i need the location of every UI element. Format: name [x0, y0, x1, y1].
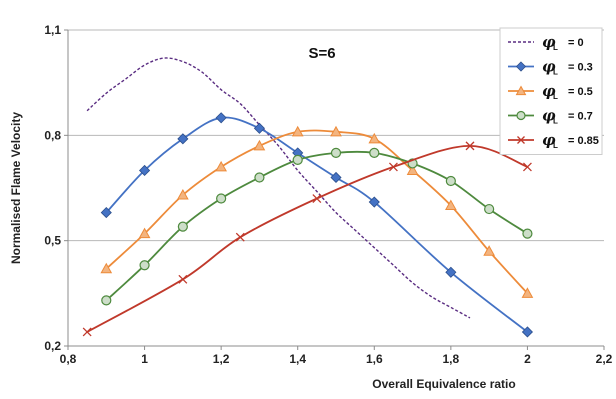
data-point [369, 147, 380, 158]
data-point [253, 139, 266, 151]
x-tick-label: 1,4 [289, 352, 306, 366]
legend-swatch-marker [517, 136, 525, 144]
x-marker-stroke [522, 162, 532, 172]
x-tick-label: 1,8 [443, 352, 460, 366]
legend-label-symbol: φ [542, 33, 556, 51]
legend-item: φL = 0 [508, 33, 584, 52]
data-point [406, 164, 419, 175]
legend-item: φL = 0.85 [508, 131, 599, 150]
x-marker-stroke [465, 141, 475, 151]
legend-label-value: = 0.7 [568, 111, 593, 123]
x-marker-stroke [517, 136, 525, 144]
data-point [253, 122, 265, 134]
legend-label-subscript: L [553, 117, 558, 126]
data-point [215, 112, 227, 124]
legend-label-subscript: L [553, 68, 558, 77]
data-point [521, 326, 533, 338]
data-point [215, 160, 227, 172]
data-point [484, 203, 495, 215]
annotation-label: S=6 [308, 45, 335, 62]
data-point [483, 245, 495, 256]
legend-label-value: = 0.5 [568, 86, 593, 98]
data-point [465, 141, 475, 151]
x-marker-stroke [312, 194, 322, 203]
data-point [139, 164, 151, 177]
legend-label-subscript: L [553, 141, 558, 150]
legend-swatch-marker [516, 110, 526, 121]
y-tick-label: 0,2 [44, 339, 61, 353]
data-point [445, 199, 457, 211]
data-point [82, 327, 92, 337]
data-point [445, 175, 456, 187]
data-point [177, 133, 189, 145]
legend-label-symbol: φ [542, 58, 556, 76]
data-point [216, 193, 227, 204]
series [82, 57, 534, 338]
x-tick-label: 1,6 [366, 352, 383, 366]
x-marker-stroke [82, 327, 92, 337]
x-marker-stroke [178, 274, 188, 284]
axes: 0,8 1 1,2 1,4 1,6 1,8 2 2,2 0,2 0,5 0,8 1,1 Overall … [9, 23, 613, 391]
x-tick-label: 1,2 [213, 352, 230, 366]
data-point [177, 221, 188, 232]
x-tick-label: 1 [141, 352, 148, 366]
legend-item: φL = 0.3 [508, 58, 593, 77]
data-point [522, 162, 532, 172]
x-axis-title: Overall Equivalence ratio [372, 377, 515, 391]
series-3 [101, 147, 533, 306]
data-point [292, 154, 303, 166]
legend-label-subscript: L [553, 43, 558, 52]
data-point [445, 266, 457, 278]
data-point [177, 188, 189, 200]
x-tick-label: 2 [524, 352, 531, 366]
legend-label-value: = 0.85 [568, 135, 599, 147]
legend-swatch-marker [515, 85, 527, 96]
legend: φL = 0φL = 0.3φL = 0.5φL = 0.7φL = 0.85 [499, 27, 603, 155]
series-0 [86, 57, 471, 319]
series-4 [82, 141, 532, 337]
data-point [291, 125, 304, 137]
legend-label-symbol: φ [542, 131, 556, 149]
data-point [100, 262, 113, 274]
legend-label-symbol: φ [542, 82, 556, 100]
legend-label-symbol: φ [542, 107, 556, 125]
data-point [330, 125, 342, 137]
series-1 [100, 112, 533, 338]
data-point [254, 172, 265, 183]
data-point [138, 227, 151, 239]
data-point [330, 147, 342, 158]
data-point [521, 287, 534, 298]
legend-swatch-marker [515, 61, 527, 72]
legend-item: φL = 0.7 [508, 107, 593, 126]
data-point [522, 228, 533, 239]
x-marker-stroke [235, 232, 245, 242]
data-point [139, 260, 150, 271]
legend-item: φL = 0.5 [508, 82, 593, 101]
legend-label-value: = 0 [568, 37, 584, 49]
data-point [235, 232, 245, 242]
data-point [101, 295, 112, 306]
legend-label-value: = 0.3 [568, 62, 593, 74]
series-line-4 [86, 144, 528, 333]
data-point [100, 207, 112, 219]
y-axis-title: Normalised Flame Velocity [9, 112, 23, 264]
data-point [330, 171, 342, 184]
legend-label-subscript: L [553, 92, 558, 101]
y-tick-label: 0,8 [44, 128, 61, 142]
x-tick-label: 0,8 [60, 352, 77, 366]
x-marker-stroke [388, 162, 398, 172]
data-point [368, 196, 380, 208]
data-point [312, 194, 322, 203]
y-tick-label: 1,1 [44, 23, 61, 37]
data-point [178, 274, 188, 284]
series-line-0 [86, 57, 471, 319]
data-point [388, 162, 398, 172]
data-point [368, 132, 381, 144]
series-line-1 [105, 116, 528, 333]
x-tick-label: 2,2 [596, 352, 613, 366]
y-tick-label: 0,5 [44, 234, 61, 248]
series-2 [100, 125, 534, 298]
